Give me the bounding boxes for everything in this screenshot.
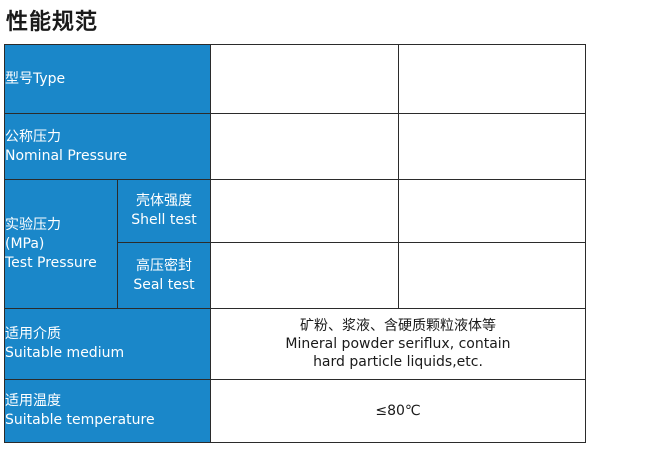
shell-test-label-zh: 壳体强度 — [136, 193, 192, 209]
suitable-medium-value-zh: 矿粉、浆液、含硬质颗粒液体等 — [300, 318, 496, 334]
suitable-medium-label-zh: 适用介质 — [5, 326, 61, 342]
seal-test-label-cell: 高压密封 Seal test — [117, 242, 211, 309]
nominal-pressure-value-cell-1 — [210, 113, 399, 180]
row-suitable-temperature: 适用温度 Suitable temperature ≤80℃ — [4, 379, 586, 443]
row-suitable-medium: 适用介质 Suitable medium 矿粉、浆液、含硬质颗粒液体等 Mine… — [4, 308, 586, 380]
type-label-zh: 型号 — [5, 70, 33, 87]
seal-test-label-zh: 高压密封 — [136, 257, 192, 274]
seal-test-value-cell-1 — [210, 242, 399, 309]
suitable-medium-label-en: Suitable medium — [5, 345, 125, 361]
suitable-medium-label-cell: 适用介质 Suitable medium — [4, 308, 211, 380]
test-pressure-label-en: Test Pressure — [5, 254, 97, 271]
suitable-temperature-label-en: Suitable temperature — [5, 412, 155, 428]
type-value-cell-2 — [398, 44, 586, 114]
shell-test-value-cell-2 — [398, 179, 586, 243]
type-label-en: Type — [33, 70, 66, 87]
shell-test-label-cell: 壳体强度 Shell test — [117, 179, 211, 243]
nominal-pressure-value-cell-2 — [398, 113, 586, 180]
suitable-temperature-value: ≤80℃ — [375, 403, 421, 419]
suitable-medium-value-cell: 矿粉、浆液、含硬质颗粒液体等 Mineral powder seriflux, … — [210, 308, 586, 380]
page-title: 性能规范 — [6, 10, 99, 35]
nominal-pressure-label-en: Nominal Pressure — [5, 147, 128, 164]
suitable-medium-value-en-line2: hard particle liquids,etc. — [313, 354, 483, 370]
row-type: 型号Type — [4, 44, 586, 114]
suitable-temperature-value-cell: ≤80℃ — [210, 379, 586, 443]
test-pressure-label-cell: 实验压力 (MPa) Test Pressure — [4, 179, 118, 309]
specification-table: 型号Type 公称压力 Nominal Pressure 实验压力 (MPa) … — [4, 44, 586, 443]
row-nominal-pressure: 公称压力 Nominal Pressure — [4, 113, 586, 180]
row-seal-test: 高压密封 Seal test — [5, 242, 586, 309]
suitable-temperature-label-cell: 适用温度 Suitable temperature — [4, 379, 211, 443]
shell-test-value-cell-1 — [210, 179, 399, 243]
row-shell-test: 实验压力 (MPa) Test Pressure 壳体强度 Shell test — [4, 179, 586, 309]
seal-test-value-cell-2 — [398, 242, 586, 309]
nominal-pressure-label-zh: 公称压力 — [5, 128, 61, 145]
test-pressure-label-zh: 实验压力 — [5, 216, 61, 233]
suitable-temperature-label-zh: 适用温度 — [5, 393, 61, 409]
seal-test-label-en: Seal test — [133, 276, 195, 293]
shell-test-label-en: Shell test — [131, 212, 197, 228]
suitable-medium-value-en-line1: Mineral powder seriflux, contain — [285, 336, 511, 352]
test-pressure-unit: (MPa) — [5, 235, 45, 252]
nominal-pressure-label-cell: 公称压力 Nominal Pressure — [4, 113, 211, 180]
type-label-cell: 型号Type — [4, 44, 211, 114]
type-value-cell-1 — [210, 44, 399, 114]
